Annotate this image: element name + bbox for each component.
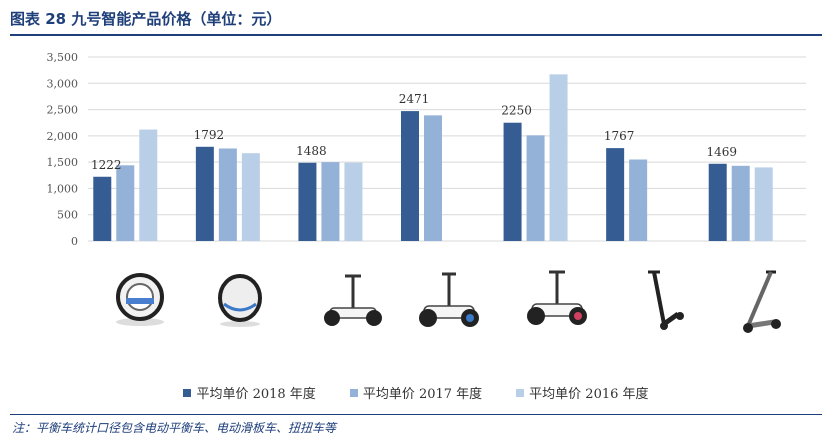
legend-swatch-2018: [183, 388, 192, 397]
bar-2016-2: [241, 153, 260, 241]
y-tick-label: 3,000: [47, 77, 79, 90]
bar-2016-1: [139, 129, 158, 241]
legend-item-2016: 平均单价 2016 年度: [516, 383, 649, 402]
bar-2018-6: [606, 148, 625, 241]
note-rule: [10, 414, 822, 415]
y-tick-label: 2,500: [47, 104, 79, 117]
bar-2017-5: [526, 135, 545, 241]
legend-label-2018: 平均单价 2018 年度: [196, 387, 316, 402]
bar-2016-3: [344, 162, 363, 241]
footnote: 注：平衡车统计口径包含电动平衡车、电动滑板车、扭扭车等: [12, 421, 337, 435]
bar-2017-6: [629, 159, 648, 241]
bar-2018-3: [298, 162, 317, 241]
legend-item-2017: 平均单价 2017 年度: [349, 383, 483, 402]
data-label: 1222: [91, 158, 122, 172]
y-tick-label: 500: [57, 209, 78, 222]
data-label: 1767: [604, 129, 635, 143]
legend-label-2016: 平均单价 2016 年度: [529, 387, 649, 402]
self-balancing-scooter-icon: [414, 262, 484, 342]
legend-label-2017: 平均单价 2017 年度: [362, 387, 483, 402]
bar-2016-7: [754, 167, 773, 241]
bar-2017-2: [218, 148, 237, 241]
bar-2017-7: [731, 165, 750, 241]
bar-2018-5: [503, 122, 522, 241]
bar-2018-2: [195, 146, 214, 241]
unicycle-icon: [104, 262, 174, 342]
y-tick-label: 0: [71, 235, 78, 248]
data-label: 1469: [706, 145, 737, 159]
self-balancing-scooter-icon: [318, 262, 388, 342]
chart-legend: 平均单价 2018 年度 平均单价 2017 年度 平均单价 2016 年度: [0, 383, 832, 402]
bar-2018-4: [401, 111, 419, 241]
kick-scooter-icon: [624, 262, 694, 342]
y-tick-label: 1,500: [47, 156, 79, 169]
y-tick-label: 1,000: [47, 182, 79, 195]
data-label: 2250: [501, 104, 532, 118]
data-label: 1792: [194, 128, 225, 142]
kick-scooter-icon: [726, 262, 796, 342]
bar-2017-1: [116, 165, 135, 241]
figure-title: 图表 28 九号智能产品价格（单位：元）: [10, 10, 282, 28]
legend-swatch-2017: [349, 388, 358, 397]
y-tick-label: 3,500: [47, 51, 79, 64]
bar-2017-4: [424, 115, 442, 241]
bar-2018-1: [93, 176, 112, 241]
bar-chart: 0 500 1,000 1,500 2,000 2,500 3,000 3,500 1222 17…: [47, 51, 806, 248]
bar-2016-5: [549, 74, 568, 241]
data-label: 2471: [399, 92, 430, 106]
legend-item-2018: 平均单价 2018 年度: [183, 383, 316, 402]
legend-swatch-2016: [516, 388, 525, 397]
data-label: 1488: [296, 144, 327, 158]
unicycle-round-icon: [206, 262, 276, 342]
title-rule: [10, 34, 822, 36]
bar-2017-3: [321, 162, 340, 241]
self-balancing-scooter-icon: [522, 262, 592, 342]
bar-2018-7: [708, 163, 727, 241]
y-tick-label: 2,000: [47, 130, 79, 143]
